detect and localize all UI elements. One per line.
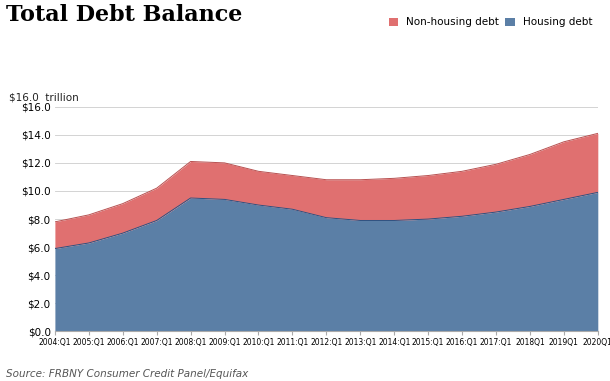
Text: Total Debt Balance: Total Debt Balance bbox=[6, 4, 242, 26]
Text: $16.0  trillion: $16.0 trillion bbox=[9, 92, 79, 102]
Text: Source: FRBNY Consumer Credit Panel/Equifax: Source: FRBNY Consumer Credit Panel/Equi… bbox=[6, 369, 248, 379]
Legend: Non-housing debt, Housing debt: Non-housing debt, Housing debt bbox=[389, 18, 592, 27]
